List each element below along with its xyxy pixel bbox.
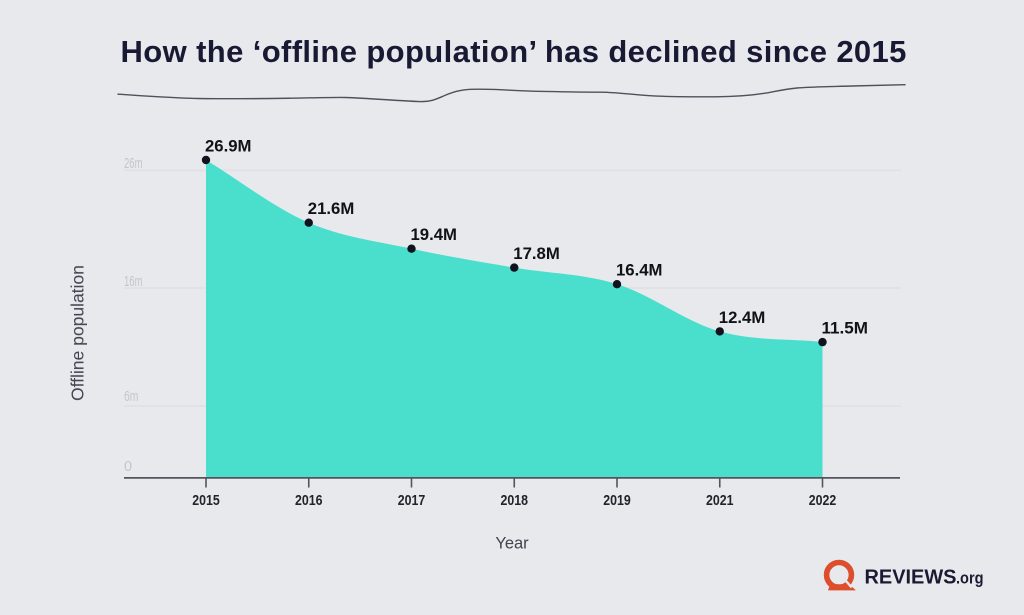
svg-text:17.8M: 17.8M xyxy=(513,245,560,263)
svg-text:26m: 26m xyxy=(124,156,143,172)
svg-text:2016: 2016 xyxy=(295,492,323,509)
svg-text:16.4M: 16.4M xyxy=(616,262,663,280)
svg-text:REVIEWS: REVIEWS xyxy=(865,567,957,589)
svg-text:2021: 2021 xyxy=(706,492,734,509)
svg-text:2017: 2017 xyxy=(398,492,426,509)
svg-text:2019: 2019 xyxy=(603,492,631,509)
svg-text:12.4M: 12.4M xyxy=(719,309,766,327)
svg-text:21.6M: 21.6M xyxy=(308,200,355,218)
svg-text:.org: .org xyxy=(956,569,984,588)
svg-text:2022: 2022 xyxy=(809,492,837,509)
svg-text:0: 0 xyxy=(124,459,132,475)
svg-text:26.9M: 26.9M xyxy=(205,138,252,156)
svg-text:16m: 16m xyxy=(124,274,143,290)
svg-text:6m: 6m xyxy=(124,389,139,405)
svg-text:19.4M: 19.4M xyxy=(411,226,458,244)
svg-text:2018: 2018 xyxy=(501,492,529,509)
svg-text:11.5M: 11.5M xyxy=(822,320,869,338)
svg-text:2015: 2015 xyxy=(192,492,220,509)
